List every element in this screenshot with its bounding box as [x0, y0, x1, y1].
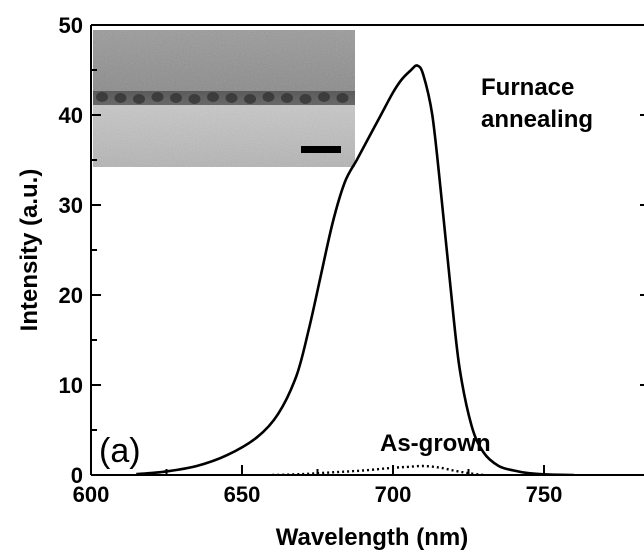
y-tick-label-0: 0 — [71, 463, 83, 488]
inset-particle — [170, 93, 182, 103]
inset-particle — [133, 94, 145, 104]
series-line-1 — [272, 464, 484, 475]
x-tick-label-650: 650 — [224, 482, 261, 507]
y-tick-label-10: 10 — [59, 373, 83, 398]
y-tick-label-20: 20 — [59, 283, 83, 308]
x-tick-label-600: 600 — [73, 482, 110, 507]
inset-particle — [318, 92, 330, 102]
inset-particle — [225, 93, 238, 103]
x-tick-label-700: 700 — [375, 482, 412, 507]
series-layer — [136, 64, 575, 475]
series-line-0 — [136, 64, 575, 475]
inset-particle — [188, 94, 201, 104]
inset-particle — [262, 92, 275, 102]
y-tick-label-40: 40 — [59, 103, 83, 128]
inset-micrograph — [93, 30, 355, 167]
axis-ticks: 600 650 700 750 0 10 20 30 40 50 — [59, 13, 644, 507]
inset-particle — [336, 93, 349, 103]
annotation-as-grown: As-grown — [380, 430, 491, 457]
inset-particle — [281, 93, 293, 103]
inset-particle — [114, 93, 127, 103]
inset-particle — [299, 94, 312, 104]
x-axis-title: Wavelength (nm) — [276, 524, 468, 551]
y-tick-label-50: 50 — [59, 13, 83, 38]
inset-particle — [151, 92, 164, 102]
inset-scale-bar — [301, 146, 341, 153]
y-tick-label-30: 30 — [59, 193, 83, 218]
inset-particle — [207, 92, 219, 102]
y-axis-title: Intensity (a.u.) — [16, 169, 43, 332]
annotation-furnace-line1: Furnace annealing — [481, 74, 593, 133]
panel-label: (a) — [99, 432, 141, 470]
inset-particle — [244, 94, 256, 104]
x-tick-label-750: 750 — [526, 482, 563, 507]
inset-particle — [96, 92, 108, 102]
